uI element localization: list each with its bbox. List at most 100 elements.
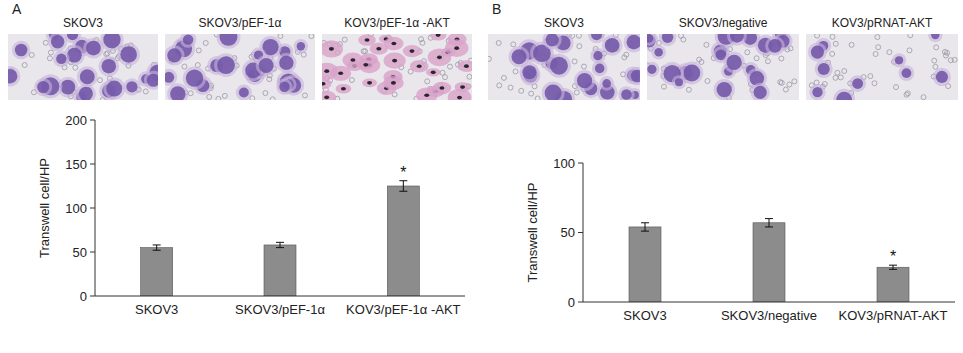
nucleus <box>593 51 602 60</box>
pore <box>73 65 78 70</box>
cell <box>183 67 206 90</box>
nucleus <box>170 86 185 100</box>
cell <box>892 53 906 67</box>
nucleus <box>683 65 700 82</box>
panel: ASKOV3SKOV3/pEF-1αKOV3/pEF-1α -AKT*05010… <box>0 1 475 317</box>
cell <box>592 61 608 77</box>
bar <box>387 186 419 296</box>
y-tick-label: 100 <box>553 156 575 171</box>
significance: * <box>400 164 406 181</box>
pore <box>783 87 788 92</box>
cell <box>123 78 140 95</box>
cell <box>723 52 744 73</box>
cell <box>276 53 296 73</box>
cell <box>542 81 565 100</box>
pore <box>425 79 430 84</box>
micrograph-bg <box>8 34 158 100</box>
pore <box>905 91 910 96</box>
pore <box>48 50 53 55</box>
pore <box>443 75 448 80</box>
cell <box>433 82 452 95</box>
cell <box>430 34 447 40</box>
nucleus <box>322 82 326 86</box>
nucleus <box>350 58 355 62</box>
nucleus <box>605 38 620 53</box>
error-line <box>280 242 281 247</box>
nucleus <box>522 65 536 79</box>
pore <box>908 34 913 38</box>
bar <box>753 223 785 302</box>
cell <box>519 62 539 82</box>
cell <box>144 71 158 90</box>
pore <box>833 75 838 80</box>
pore <box>876 45 881 50</box>
nucleus <box>902 68 912 78</box>
pore <box>833 41 838 46</box>
micrograph <box>8 34 158 100</box>
cell <box>727 34 747 46</box>
nucleus <box>79 87 93 100</box>
pore <box>705 79 710 84</box>
nucleus <box>102 59 117 74</box>
pore <box>815 34 820 38</box>
y-tick <box>578 163 583 164</box>
nucleus <box>363 63 368 67</box>
nucleus <box>627 35 640 50</box>
cell <box>322 91 336 100</box>
error-cap <box>889 269 897 270</box>
cell <box>542 34 561 49</box>
pore <box>29 52 34 57</box>
nucleus <box>726 55 741 70</box>
pore <box>822 82 827 87</box>
significance: * <box>890 248 896 265</box>
nucleus <box>424 93 429 97</box>
nucleus <box>186 70 203 87</box>
cell <box>322 40 343 57</box>
pore <box>43 40 48 45</box>
nucleus <box>15 44 28 57</box>
cell <box>833 89 855 100</box>
pore <box>842 69 847 74</box>
bar <box>264 245 296 296</box>
cell <box>362 78 377 87</box>
cell <box>34 78 52 96</box>
bar <box>141 248 173 296</box>
pore <box>904 92 909 97</box>
error-line <box>156 245 157 250</box>
cell <box>933 68 951 86</box>
cell <box>599 76 614 91</box>
nucleus <box>60 80 75 95</box>
nucleus <box>279 56 293 70</box>
bars <box>629 219 909 302</box>
cell <box>647 34 659 50</box>
pore <box>419 37 424 42</box>
nucleus <box>595 64 605 74</box>
nucleus <box>417 64 422 68</box>
nucleus <box>329 47 334 51</box>
image-label: SKOV3 <box>63 16 103 30</box>
cell <box>384 53 406 69</box>
nucleus <box>103 34 120 48</box>
nucleus <box>675 78 683 86</box>
pore <box>921 95 926 100</box>
pore <box>581 64 586 69</box>
cell <box>370 43 388 55</box>
error-bar <box>641 223 649 231</box>
nucleus <box>279 82 289 92</box>
cell <box>928 34 942 42</box>
cell <box>103 78 125 100</box>
nucleus <box>717 82 732 97</box>
x-tick-label: SKOV3 <box>623 308 666 323</box>
micrograph-bg <box>322 34 472 100</box>
error-bar <box>153 245 161 250</box>
nucleus <box>647 65 656 74</box>
y-axis-label: Transwell cell/HP <box>37 158 52 258</box>
nucleus <box>324 96 329 100</box>
error-bar <box>765 219 773 227</box>
cell <box>647 62 660 77</box>
nucleus <box>165 72 174 83</box>
nucleus <box>812 87 822 97</box>
image-label: KOV3/pRNAT-AKT <box>832 16 933 30</box>
x-tick-label: SKOV3/pEF-1α <box>235 302 325 317</box>
y-tick <box>90 252 95 253</box>
